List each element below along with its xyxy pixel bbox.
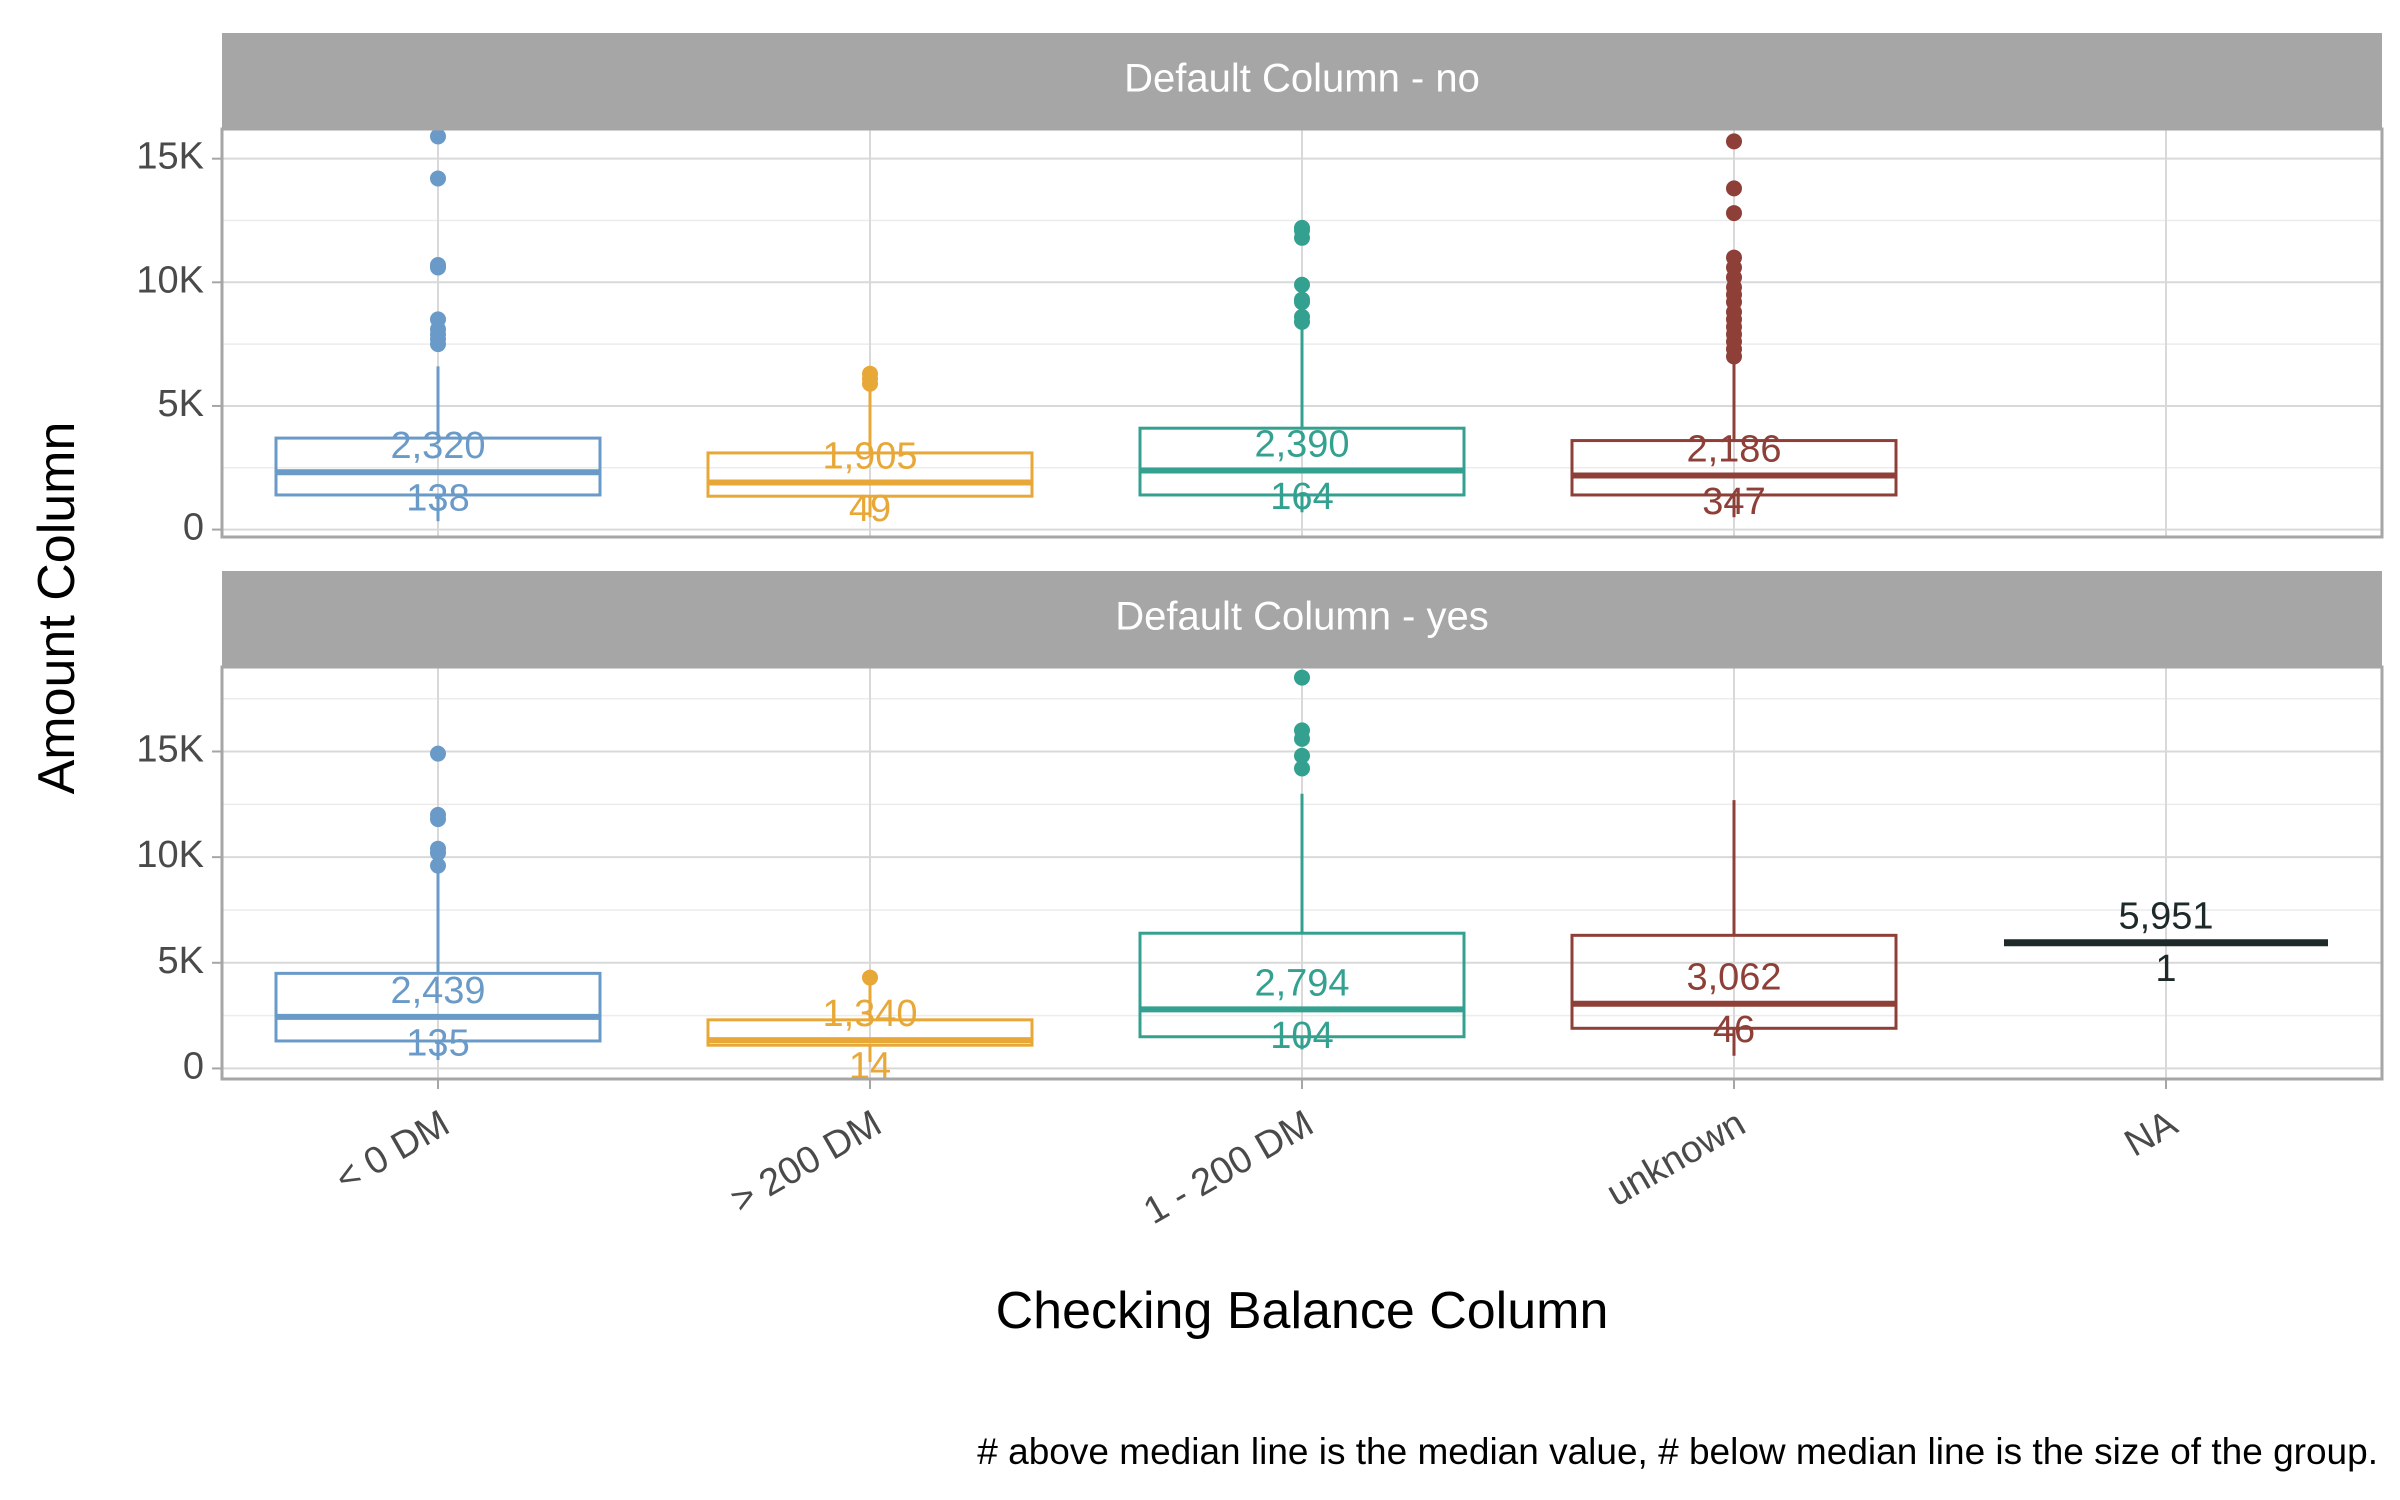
outlier-point-0-dm bbox=[430, 311, 446, 328]
y-axis-title: Amount Column bbox=[28, 422, 86, 795]
y-tick-label: 15K bbox=[136, 729, 204, 771]
median-label-200-dm: 1,340 bbox=[822, 993, 917, 1035]
median-label-unknown: 3,062 bbox=[1686, 957, 1781, 999]
box-0-dm: 2,439 135 bbox=[274, 745, 602, 1064]
outlier-point-200-dm bbox=[862, 969, 878, 986]
strip-yes bbox=[222, 571, 2382, 667]
box-body-200-dm bbox=[706, 451, 1034, 498]
panel-no: Default Column - no 2,320 138 1,905 49 2,390… bbox=[136, 33, 2384, 549]
box-1-200-dm: 2,794 104 bbox=[1138, 669, 1466, 1057]
n-label-0-dm: 135 bbox=[406, 1022, 469, 1064]
n-label-0-dm: 138 bbox=[406, 478, 469, 520]
n-label-200-dm: 49 bbox=[849, 488, 891, 530]
y-tick-label: 0 bbox=[183, 1045, 204, 1087]
x-tick-label: NA bbox=[2118, 1102, 2185, 1165]
median-label-200-dm: 1,905 bbox=[822, 435, 917, 477]
strip-no bbox=[222, 33, 2382, 129]
y-tick-label: 10K bbox=[136, 834, 204, 876]
outlier-point-200-dm bbox=[862, 365, 878, 382]
x-tick-label: unknown bbox=[1600, 1102, 1753, 1214]
x-tick-label: 1 - 200 DM bbox=[1137, 1102, 1321, 1232]
box-body-200-dm bbox=[706, 1018, 1034, 1047]
n-label-1-200-dm: 164 bbox=[1270, 476, 1333, 518]
n-label-unknown: 46 bbox=[1713, 1009, 1755, 1051]
outlier-point-1-200-dm bbox=[1294, 291, 1310, 308]
median-label-1-200-dm: 2,390 bbox=[1254, 423, 1349, 465]
outlier-point-1-200-dm bbox=[1294, 276, 1310, 293]
outlier-point-1-200-dm bbox=[1294, 308, 1310, 325]
strip-title-yes: Default Column - yes bbox=[1115, 595, 1488, 639]
outlier-point-0-dm bbox=[430, 857, 446, 874]
y-tick-label: 5K bbox=[158, 383, 204, 425]
x-tick-label: > 200 DM bbox=[724, 1102, 889, 1221]
box-1-200-dm: 2,390 164 bbox=[1138, 219, 1466, 518]
boxes-no: 2,320 138 1,905 49 2,390 164 2,186 347 bbox=[274, 128, 1898, 530]
median-label-1-200-dm: 2,794 bbox=[1254, 962, 1349, 1004]
y-axis-no: 0 5K 10K 15K bbox=[136, 136, 222, 549]
box-na: 5,951 1 bbox=[2004, 896, 2328, 990]
outlier-point-1-200-dm bbox=[1294, 669, 1310, 686]
outlier-point-unknown bbox=[1726, 180, 1742, 197]
n-label-1-200-dm: 104 bbox=[1270, 1015, 1333, 1057]
median-label-na: 5,951 bbox=[2118, 896, 2213, 938]
outlier-point-unknown bbox=[1726, 205, 1742, 222]
box-body-1-200-dm bbox=[1138, 426, 1466, 497]
box-unknown: 3,062 46 bbox=[1570, 800, 1898, 1056]
strip-title-no: Default Column - no bbox=[1124, 57, 1480, 101]
outlier-point-0-dm bbox=[430, 257, 446, 273]
box-unknown: 2,186 347 bbox=[1570, 133, 1898, 523]
x-tick-label: < 0 DM bbox=[329, 1102, 457, 1200]
box-body-unknown bbox=[1570, 933, 1898, 1030]
y-tick-label: 15K bbox=[136, 136, 204, 178]
box-body-0-dm bbox=[274, 971, 602, 1043]
outlier-point-0-dm bbox=[430, 840, 446, 857]
outlier-point-0-dm bbox=[430, 806, 446, 823]
outlier-point-unknown bbox=[1726, 249, 1742, 266]
outlier-point-1-200-dm bbox=[1294, 760, 1310, 777]
outlier-point-0-dm bbox=[430, 128, 446, 145]
outlier-point-unknown bbox=[1726, 133, 1742, 150]
box-body-1-200-dm bbox=[1138, 931, 1466, 1039]
x-axis: < 0 DM > 200 DM 1 - 200 DM unknown NA bbox=[329, 1079, 2185, 1233]
outlier-point-1-200-dm bbox=[1294, 747, 1310, 764]
box-body-0-dm bbox=[274, 436, 602, 497]
median-label-unknown: 2,186 bbox=[1686, 429, 1781, 471]
outlier-point-0-dm bbox=[430, 170, 446, 187]
outlier-point-1-200-dm bbox=[1294, 722, 1310, 739]
n-label-unknown: 347 bbox=[1702, 481, 1765, 523]
box-0-dm: 2,320 138 bbox=[274, 128, 602, 522]
chart-caption: # above median line is the median value,… bbox=[977, 1431, 2378, 1472]
n-label-na: 1 bbox=[2155, 948, 2176, 990]
x-axis-title: Checking Balance Column bbox=[996, 1282, 1609, 1340]
y-tick-label: 5K bbox=[158, 940, 204, 982]
median-label-0-dm: 2,320 bbox=[390, 425, 485, 467]
box-200-dm: 1,905 49 bbox=[706, 365, 1034, 530]
y-axis-yes: 0 5K 10K 15K bbox=[136, 729, 222, 1087]
panel-border-no bbox=[220, 127, 2384, 539]
y-tick-label: 10K bbox=[136, 259, 204, 301]
outlier-point-1-200-dm bbox=[1294, 219, 1310, 236]
y-tick-label: 0 bbox=[183, 507, 204, 549]
outlier-point-0-dm bbox=[430, 745, 446, 762]
box-body-unknown bbox=[1570, 439, 1898, 497]
median-label-0-dm: 2,439 bbox=[390, 970, 485, 1012]
